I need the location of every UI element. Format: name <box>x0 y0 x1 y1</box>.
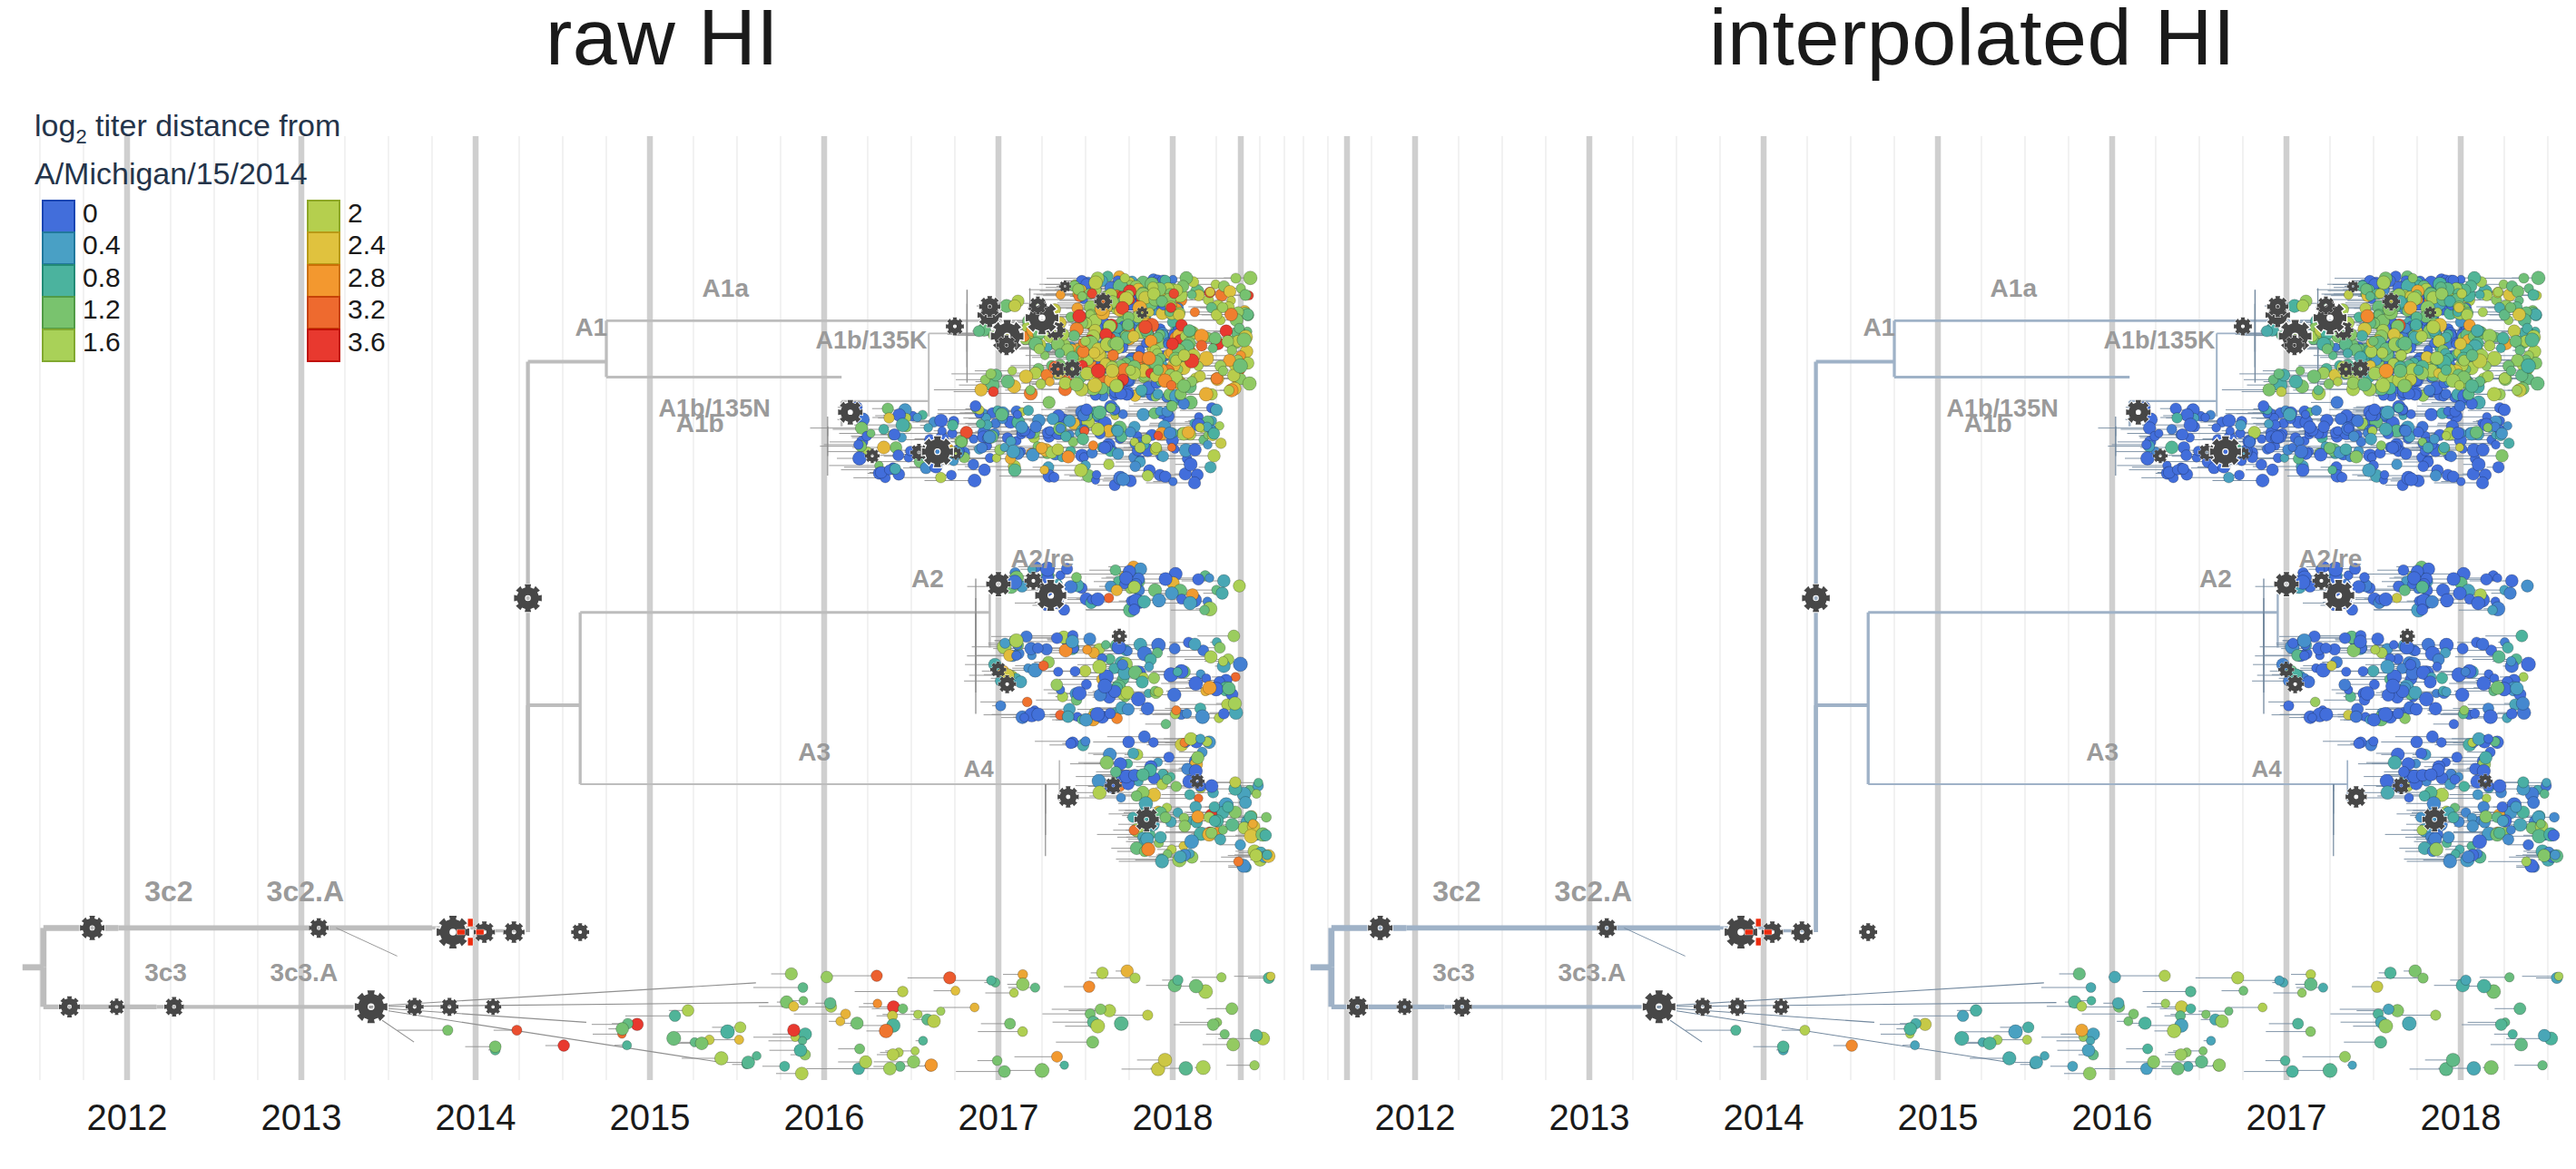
svg-text:2016: 2016 <box>2072 1097 2153 1137</box>
svg-text:A4: A4 <box>2252 755 2283 782</box>
svg-text:A2/re: A2/re <box>1010 545 1074 573</box>
svg-text:3c2: 3c2 <box>144 875 192 908</box>
svg-text:2015: 2015 <box>1898 1097 1979 1137</box>
svg-text:3c3.A: 3c3.A <box>270 958 338 987</box>
svg-text:2014: 2014 <box>436 1097 516 1137</box>
svg-text:A2/re: A2/re <box>2298 545 2362 573</box>
svg-text:3c3.A: 3c3.A <box>1558 958 1626 987</box>
svg-text:A3: A3 <box>2086 738 2119 766</box>
svg-text:3c2.A: 3c2.A <box>267 875 344 908</box>
svg-text:A2: A2 <box>2199 565 2232 593</box>
svg-text:3c2.A: 3c2.A <box>1555 875 1632 908</box>
svg-text:2016: 2016 <box>784 1097 865 1137</box>
svg-text:A1a: A1a <box>1991 274 2038 302</box>
svg-text:A1a: A1a <box>703 274 750 302</box>
svg-text:A1b/135N: A1b/135N <box>1947 395 2059 422</box>
svg-text:3c2: 3c2 <box>1432 875 1480 908</box>
svg-text:2012: 2012 <box>1375 1097 1456 1137</box>
svg-text:2014: 2014 <box>1724 1097 1804 1137</box>
svg-text:A1: A1 <box>575 313 607 341</box>
svg-text:2018: 2018 <box>2421 1097 2502 1137</box>
svg-text:2013: 2013 <box>261 1097 342 1137</box>
svg-text:A4: A4 <box>964 755 995 782</box>
svg-text:2013: 2013 <box>1549 1097 1630 1137</box>
svg-text:A2: A2 <box>911 565 944 593</box>
svg-text:2018: 2018 <box>1133 1097 1214 1137</box>
svg-text:A1b/135N: A1b/135N <box>659 395 771 422</box>
svg-text:A1: A1 <box>1863 313 1895 341</box>
svg-text:A1b/135K: A1b/135K <box>815 327 928 354</box>
svg-text:2017: 2017 <box>959 1097 1039 1137</box>
svg-text:2017: 2017 <box>2247 1097 2327 1137</box>
svg-text:A3: A3 <box>798 738 831 766</box>
svg-text:3c3: 3c3 <box>144 958 187 987</box>
svg-text:2012: 2012 <box>87 1097 168 1137</box>
svg-text:3c3: 3c3 <box>1432 958 1475 987</box>
svg-text:A1b/135K: A1b/135K <box>2103 327 2216 354</box>
svg-text:2015: 2015 <box>610 1097 691 1137</box>
